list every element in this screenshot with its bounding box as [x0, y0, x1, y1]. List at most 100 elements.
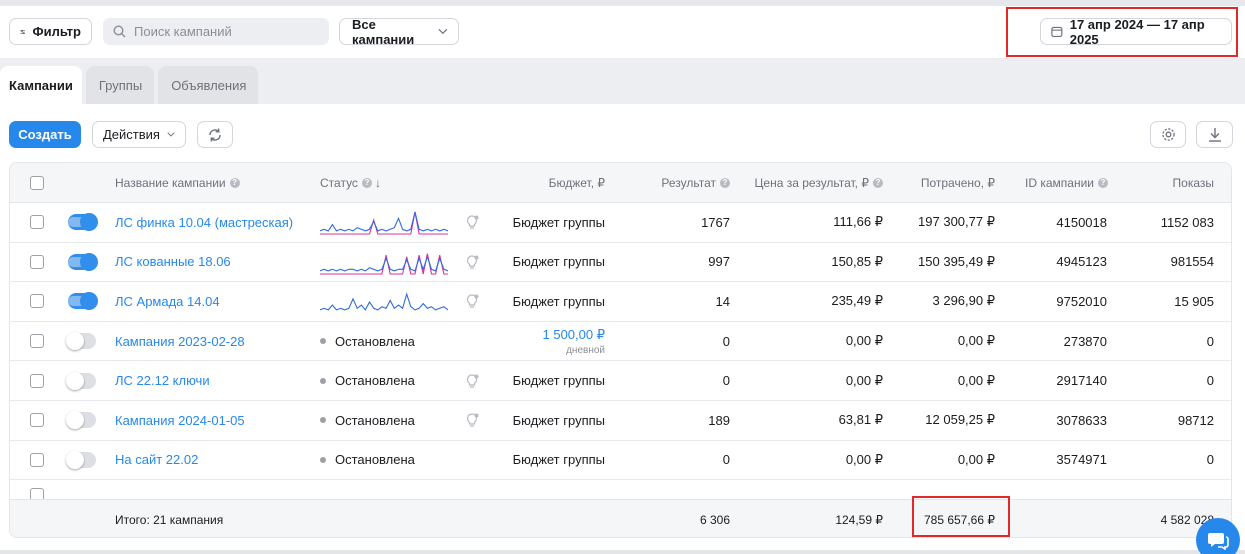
- header-status[interactable]: Статус? ↓: [320, 175, 381, 190]
- spark-series-primary: [320, 292, 448, 312]
- header-budget[interactable]: Бюджет, ₽: [548, 175, 605, 190]
- spent-cell: 197 300,77 ₽: [918, 214, 995, 230]
- campaign-id-cell: 3574971: [1056, 452, 1107, 468]
- spark-series-primary: [320, 211, 448, 232]
- header-name[interactable]: Название кампании?: [115, 163, 240, 202]
- search-input[interactable]: [134, 24, 314, 39]
- status-dot: [320, 417, 326, 424]
- tab-campaigns[interactable]: Кампании: [0, 66, 82, 104]
- chat-button[interactable]: [1196, 518, 1240, 554]
- totals-cpr: 124,59 ₽: [835, 512, 883, 527]
- lightbulb-icon[interactable]: [464, 373, 480, 389]
- row-checkbox[interactable]: [30, 334, 44, 349]
- budget-cell: Бюджет группы: [512, 293, 605, 309]
- help-icon[interactable]: ?: [720, 177, 730, 188]
- header-cpr[interactable]: Цена за результат, ₽?: [730, 163, 883, 202]
- row-checkbox[interactable]: [30, 452, 44, 467]
- shows-cell: 981554: [1170, 254, 1214, 270]
- date-range-button[interactable]: 17 апр 2024 — 17 апр 2025: [1040, 16, 1232, 47]
- header-shows[interactable]: Показы: [1172, 175, 1214, 190]
- budget-value[interactable]: 1 500,00 ₽: [542, 326, 606, 342]
- campaigns-select[interactable]: Все кампании: [339, 16, 459, 47]
- campaign-id-cell: 4150018: [1056, 214, 1107, 230]
- lightbulb-icon[interactable]: [464, 293, 480, 309]
- lightbulb-icon[interactable]: [464, 214, 480, 230]
- settings-button[interactable]: [1150, 121, 1186, 148]
- toggle-knob: [66, 411, 84, 430]
- header-result[interactable]: Результат?: [620, 163, 730, 202]
- download-button[interactable]: [1196, 121, 1233, 148]
- totals-spent: 785 657,66 ₽: [923, 512, 995, 527]
- campaign-name-link[interactable]: Кампания 2024-01-05: [115, 412, 245, 428]
- table-row[interactable]: ЛС кованные 18.06 Бюджет группы 997 150,…: [10, 242, 1231, 283]
- help-icon[interactable]: ?: [361, 177, 372, 188]
- shows-cell: 15 905: [1174, 293, 1214, 309]
- cpr-cell: 0,00 ₽: [845, 333, 883, 349]
- campaign-toggle[interactable]: [66, 411, 96, 430]
- toggle-knob: [80, 252, 98, 271]
- toggle-knob: [66, 332, 84, 351]
- header-spent[interactable]: Потрачено, ₽: [920, 175, 995, 190]
- campaign-name-link[interactable]: ЛС кованные 18.06: [115, 254, 231, 270]
- status-cell: Остановлена: [320, 441, 415, 480]
- status-text: Остановлена: [335, 412, 415, 428]
- campaign-name-link[interactable]: На сайт 22.02: [115, 452, 199, 468]
- date-range-label: 17 апр 2024 — 17 апр 2025: [1069, 16, 1205, 47]
- campaign-name-link[interactable]: ЛС 22.12 ключи: [115, 373, 210, 389]
- table-row[interactable]: На сайт 22.02 Остановлена Бюджет группы 0…: [10, 440, 1231, 481]
- row-checkbox[interactable]: [30, 373, 44, 388]
- chat-icon: [1208, 533, 1229, 550]
- table-row[interactable]: Кампания 2023-02-28 Остановлена 1 500,00 …: [10, 321, 1231, 362]
- status-cell: Остановлена: [320, 401, 415, 440]
- table-row-partial: [10, 481, 1231, 502]
- campaign-toggle[interactable]: [68, 213, 98, 232]
- cpr-cell: 235,49 ₽: [831, 293, 883, 309]
- table-row[interactable]: ЛС Армада 14.04 Бюджет группы 14 235,49 …: [10, 282, 1231, 322]
- row-checkbox[interactable]: [30, 254, 44, 269]
- budget-cell[interactable]: 1 500,00 ₽ дневной: [490, 322, 606, 361]
- header-id[interactable]: ID кампании?: [1025, 163, 1108, 202]
- actions-dropdown[interactable]: Действия: [92, 121, 186, 148]
- table-row[interactable]: Кампания 2024-01-05 Остановлена Бюджет гр…: [10, 401, 1231, 441]
- tab-ads[interactable]: Объявления: [158, 66, 259, 104]
- row-checkbox[interactable]: [30, 413, 44, 428]
- spent-cell: 0,00 ₽: [957, 451, 995, 467]
- campaign-name-link[interactable]: ЛС финка 10.04 (мастреская): [115, 214, 294, 230]
- campaign-toggle[interactable]: [66, 450, 96, 469]
- campaign-toggle[interactable]: [66, 332, 96, 351]
- help-icon[interactable]: ?: [1097, 177, 1108, 188]
- search-icon: [113, 25, 126, 38]
- campaign-name-link[interactable]: Кампания 2023-02-28: [115, 333, 245, 349]
- actions-label: Действия: [103, 127, 160, 142]
- filter-button[interactable]: Фильтр: [9, 18, 92, 45]
- create-button[interactable]: Создать: [9, 121, 81, 148]
- row-checkbox[interactable]: [30, 215, 44, 230]
- search-box[interactable]: [103, 18, 329, 45]
- refresh-button[interactable]: [197, 121, 233, 148]
- select-all-checkbox[interactable]: [30, 175, 44, 190]
- lightbulb-icon[interactable]: [464, 254, 480, 270]
- campaign-name-link[interactable]: ЛС Армада 14.04: [115, 293, 220, 309]
- row-checkbox[interactable]: [30, 294, 44, 309]
- result-cell: 1767: [701, 214, 730, 230]
- bottom-strip: [0, 550, 1245, 554]
- shows-cell: 0: [1206, 333, 1214, 349]
- result-cell: 0: [722, 452, 730, 468]
- campaign-toggle[interactable]: [68, 252, 98, 271]
- spent-total-highlight: [912, 496, 1010, 537]
- campaigns-select-value: Все кампании: [352, 16, 415, 47]
- status-dot: [320, 456, 326, 463]
- sort-arrow-icon[interactable]: ↓: [374, 175, 381, 190]
- table-row[interactable]: ЛС 22.12 ключи Остановлена Бюджет группы …: [10, 361, 1231, 401]
- table-row[interactable]: ЛС финка 10.04 (мастреская) Бюджет групп…: [10, 203, 1231, 243]
- lightbulb-icon[interactable]: [464, 412, 480, 428]
- help-icon[interactable]: ?: [873, 177, 883, 188]
- campaign-toggle[interactable]: [66, 371, 96, 390]
- toggle-knob: [66, 371, 84, 390]
- campaign-toggle[interactable]: [68, 292, 98, 311]
- help-icon[interactable]: ?: [229, 177, 240, 188]
- result-cell: 0: [722, 373, 730, 389]
- budget-cell: Бюджет группы: [512, 412, 605, 428]
- chevron-down-icon: [167, 132, 175, 137]
- tab-groups[interactable]: Группы: [85, 66, 155, 104]
